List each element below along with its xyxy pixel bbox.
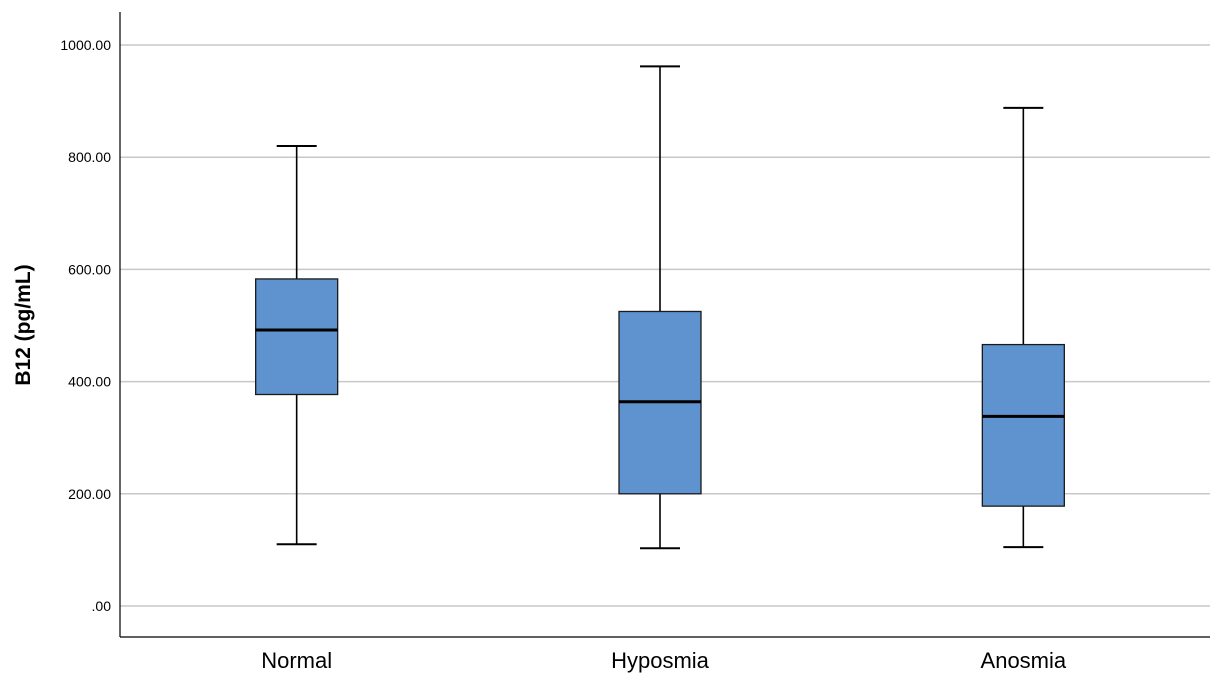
x-category-label: Hyposmia	[611, 648, 710, 673]
y-tick-label: 600.00	[68, 261, 111, 277]
box-hyposmia	[618, 65, 702, 550]
x-category-label: Normal	[261, 648, 332, 673]
x-category-labels: Normal Hyposmia Anosmia	[261, 648, 1067, 673]
x-category-label: Anosmia	[981, 648, 1067, 673]
y-tick-label: 200.00	[68, 486, 111, 502]
y-tick-label: .00	[92, 598, 112, 614]
iqr-box	[981, 343, 1065, 507]
boxes	[255, 65, 1065, 550]
iqr-box	[255, 278, 339, 396]
y-tick-label: 800.00	[68, 149, 111, 165]
y-tick-label: 400.00	[68, 374, 111, 390]
y-tick-labels: .00 200.00 400.00 600.00 800.00 1000.00	[60, 37, 111, 614]
box-normal	[255, 144, 339, 546]
y-tick-label: 1000.00	[60, 37, 111, 53]
y-axis-title: B12 (pg/mL)	[12, 264, 35, 385]
box-anosmia	[981, 106, 1065, 549]
